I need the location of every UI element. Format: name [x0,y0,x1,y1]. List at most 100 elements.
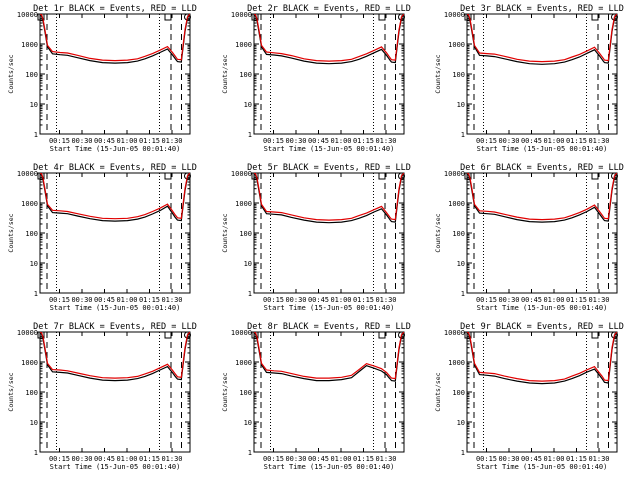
x-tick-label: 01:00 [330,296,351,304]
panel-det-1: Det 1r BLACK = Events, RED = LLD 1 10 100 10… [7,4,197,153]
y-axis-label: Counts/sec [434,213,442,252]
panel-title: Det 8r BLACK = Events, RED = LLD [247,322,411,332]
series-line-events [40,173,190,222]
y-axis-label: Counts/sec [221,213,229,252]
x-tick-label: 00:30 [498,455,519,463]
end-square-marker [591,13,599,21]
y-tick-label: 10 [457,101,465,109]
panel-det-2: Det 2r BLACK = Events, RED = LLD 1 10 100 10… [221,4,411,153]
y-tick-label: 1 [34,449,38,457]
panel-det-4: Det 4r BLACK = Events, RED = LLD 1 10 100 10… [7,163,197,312]
y-tick-label: 1 [248,449,252,457]
y-tick-label: 1000 [21,359,38,367]
y-tick-label: 100 [25,71,38,79]
x-tick-label: 00:15 [263,296,284,304]
y-tick-label: 10 [30,260,38,268]
series-line-lld [40,332,190,379]
x-tick-label: 01:00 [116,455,137,463]
y-tick-label: 10 [244,419,252,427]
end-square-marker [591,331,599,339]
x-tick-label: 00:30 [71,137,92,145]
series-line-lld [254,332,404,380]
plot-frame [253,13,405,135]
x-axis-label: Start Time (15-Jun-05 00:01:40) [477,145,608,153]
series-line-events [40,332,190,382]
y-tick-label: 10 [30,101,38,109]
series-line-lld [40,14,190,62]
y-tick-label: 100 [452,230,465,238]
series-line-events [467,14,617,65]
x-axis-label: Start Time (15-Jun-05 00:01:40) [477,304,608,312]
y-axis-label: Counts/sec [7,54,15,93]
y-tick-label: 1 [248,290,252,298]
x-tick-label: 00:45 [94,296,115,304]
y-tick-label: 100 [25,389,38,397]
x-tick-label: 00:30 [285,455,306,463]
x-tick-label: 01:30 [375,137,396,145]
y-tick-label: 1 [248,131,252,139]
y-axis-label: Counts/sec [7,213,15,252]
x-axis-label: Start Time (15-Jun-05 00:01:40) [264,463,395,471]
y-tick-label: 10 [30,419,38,427]
y-tick-label: 10000 [17,329,38,337]
y-tick-label: 100 [25,230,38,238]
series-line-lld [467,14,617,63]
x-tick-label: 01:30 [375,296,396,304]
series-line-events [40,14,190,64]
panel-title: Det 6r BLACK = Events, RED = LLD [460,163,624,173]
y-tick-label: 10000 [444,170,465,178]
series-line-events [254,14,404,65]
x-tick-label: 01:30 [161,137,182,145]
x-tick-label: 01:00 [543,296,564,304]
y-tick-label: 100 [452,389,465,397]
x-axis-label: Start Time (15-Jun-05 00:01:40) [50,304,181,312]
x-tick-label: 00:30 [71,455,92,463]
y-tick-label: 10000 [17,11,38,19]
x-tick-label: 01:00 [330,137,351,145]
y-tick-label: 1000 [448,359,465,367]
x-tick-label: 01:15 [566,137,587,145]
x-tick-label: 01:30 [375,455,396,463]
end-square-marker [378,331,386,339]
y-tick-label: 1 [461,449,465,457]
y-tick-label: 10000 [17,170,38,178]
y-tick-label: 10000 [444,329,465,337]
x-tick-label: 01:30 [161,455,182,463]
y-axis-label: Counts/sec [221,54,229,93]
x-tick-label: 00:15 [476,455,497,463]
panel-title: Det 3r BLACK = Events, RED = LLD [460,4,624,14]
x-tick-label: 00:30 [71,296,92,304]
x-tick-label: 01:00 [116,296,137,304]
x-tick-label: 00:15 [263,455,284,463]
y-axis-label: Counts/sec [221,372,229,411]
series-line-events [254,332,404,382]
plot-frame [466,331,618,453]
end-square-marker [378,13,386,21]
x-tick-label: 01:15 [139,137,160,145]
plot-frame [39,13,191,135]
end-square-marker [164,331,172,339]
plot-frame [253,172,405,294]
x-tick-label: 01:00 [543,455,564,463]
x-tick-label: 00:15 [49,455,70,463]
x-tick-label: 01:00 [330,455,351,463]
x-tick-label: 00:15 [476,296,497,304]
y-tick-label: 100 [239,71,252,79]
series-line-events [254,173,404,224]
panel-det-6: Det 6r BLACK = Events, RED = LLD 1 10 100 10… [434,163,624,312]
y-tick-label: 10000 [444,11,465,19]
series-line-lld [40,173,190,220]
y-tick-label: 100 [452,71,465,79]
y-tick-label: 1000 [235,200,252,208]
panel-det-5: Det 5r BLACK = Events, RED = LLD 1 10 100 10… [221,163,411,312]
x-tick-label: 00:45 [308,137,329,145]
x-tick-label: 01:30 [588,455,609,463]
y-tick-label: 1000 [21,200,38,208]
panel-det-9: Det 9r BLACK = Events, RED = LLD 1 10 100 10… [434,322,624,471]
x-tick-label: 01:30 [161,296,182,304]
y-axis-label: Counts/sec [434,372,442,411]
end-square-marker [164,13,172,21]
y-tick-label: 10 [457,260,465,268]
panel-det-7: Det 7r BLACK = Events, RED = LLD 1 10 100 10… [7,322,197,471]
